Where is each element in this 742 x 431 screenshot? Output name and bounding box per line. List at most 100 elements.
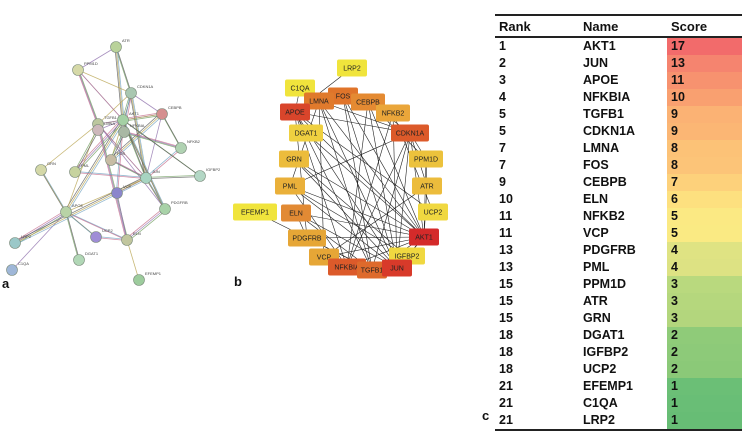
rank-cell: 9 [499, 175, 506, 189]
panel-label-a: a [2, 276, 10, 291]
string-node-circle [111, 187, 123, 199]
score-cell: 5 [667, 225, 742, 242]
node-box [304, 92, 334, 110]
string-node-fos: FOS [105, 151, 126, 166]
name-cell: APOE [583, 73, 619, 87]
rank-cell: 21 [499, 379, 513, 393]
table-row: 18 DGAT1 2 [495, 327, 742, 344]
rank-cell: 10 [499, 192, 513, 206]
rank-cell: 18 [499, 362, 513, 376]
string-node-ppm1d: PPM1D [72, 61, 98, 76]
string-edge [145, 147, 181, 178]
string-node-label: TGFB1 [104, 115, 118, 120]
string-edge [97, 92, 132, 125]
rank-cell: 1 [499, 39, 506, 53]
string-node-circle [140, 172, 152, 184]
table-row: 11 NFKB2 5 [495, 208, 742, 225]
string-node-nfkbia: NFKBIA [118, 123, 145, 138]
node-box [376, 104, 410, 122]
string-edge [97, 123, 128, 241]
score-cell: 8 [667, 157, 742, 174]
rank-cell: 7 [499, 158, 506, 172]
string-node-c1qa: C1QA [6, 261, 29, 276]
string-edge [146, 148, 182, 179]
name-cell: ELN [583, 192, 608, 206]
name-cell: AKT1 [583, 39, 616, 53]
table-row: 18 IGFBP2 2 [495, 344, 742, 361]
rank-cell: 15 [499, 277, 513, 291]
string-node-label: ATR [122, 38, 130, 43]
string-edge [116, 47, 132, 94]
string-edge [123, 121, 167, 211]
name-cell: TGFB1 [583, 107, 624, 121]
string-node-dgat1: DGAT1 [73, 251, 99, 266]
node-label: DGAT1 [295, 130, 318, 137]
network-edge [289, 100, 320, 187]
string-edge [77, 69, 132, 94]
string-edge [65, 119, 124, 213]
network-edge [295, 212, 398, 269]
network-edge [295, 212, 425, 238]
node-label: C1QA [290, 85, 309, 92]
string-node-efemp1: EFEMP1 [133, 271, 162, 286]
string-node-circle [72, 64, 84, 76]
score-cell: 9 [667, 106, 742, 123]
string-node-label: VCP [123, 184, 132, 189]
network-node-eln: ELN [281, 204, 311, 222]
name-cell: UCP2 [583, 362, 617, 376]
string-node-circle [6, 264, 18, 276]
network-edge [293, 158, 425, 238]
string-node-circle [125, 87, 137, 99]
node-label: FOS [336, 93, 351, 100]
string-node-apoe: APOE [60, 203, 83, 218]
string-node-label: GRN [47, 161, 56, 166]
node-box [328, 258, 366, 276]
node-label: GRN [286, 156, 302, 163]
string-node-label: UCP2 [102, 228, 113, 233]
rank-cell: 5 [499, 107, 506, 121]
node-box [285, 79, 315, 97]
string-node-circle [121, 234, 133, 246]
table-row: 1 AKT1 17 [495, 37, 742, 55]
rank-cell: 5 [499, 124, 506, 138]
network-edge [371, 132, 411, 271]
network-node-c1qa: C1QA [285, 79, 315, 97]
table-row: 3 APOE 11 [495, 72, 742, 89]
score-cell: 11 [667, 72, 742, 89]
string-edge [40, 169, 67, 213]
string-node-circle [159, 203, 171, 215]
string-node-cebpb: CEBPB [156, 105, 182, 120]
node-label: EFEMP1 [241, 209, 269, 216]
string-node-label: PPM1D [84, 61, 98, 66]
string-edge [122, 119, 166, 210]
score-cell: 5 [667, 208, 742, 225]
network-node-grn: GRN [279, 150, 309, 168]
name-cell: CDKN1A [583, 124, 636, 138]
network-node-ucp2: UCP2 [418, 203, 448, 221]
string-node-lrp2: LRP2 [9, 234, 32, 249]
node-box [279, 150, 309, 168]
string-node-grn: GRN [35, 161, 56, 176]
string-node-circle [73, 254, 85, 266]
node-label: PML [283, 183, 298, 190]
node-label: ATR [420, 183, 433, 190]
table-row: 15 GRN 3 [495, 310, 742, 327]
score-cell: 2 [667, 361, 742, 378]
string-edge [122, 130, 180, 148]
string-node-label: NFKB2 [187, 139, 201, 144]
score-cell: 9 [667, 123, 742, 140]
string-node-circle [60, 206, 72, 218]
string-edge [75, 130, 99, 173]
network-edge [396, 132, 411, 269]
rank-cell: 21 [495, 412, 579, 431]
table-row: 5 CDKN1A 9 [495, 123, 742, 140]
node-box [233, 203, 277, 221]
network-edge [423, 158, 427, 238]
network-edge [323, 185, 428, 258]
network-node-fos: FOS [328, 87, 358, 105]
string-node-label: NFKBIA [130, 123, 145, 128]
network-node-atr: ATR [412, 177, 442, 195]
string-edge [73, 118, 123, 172]
string-edge [126, 239, 140, 281]
string-node-circle [133, 274, 145, 286]
